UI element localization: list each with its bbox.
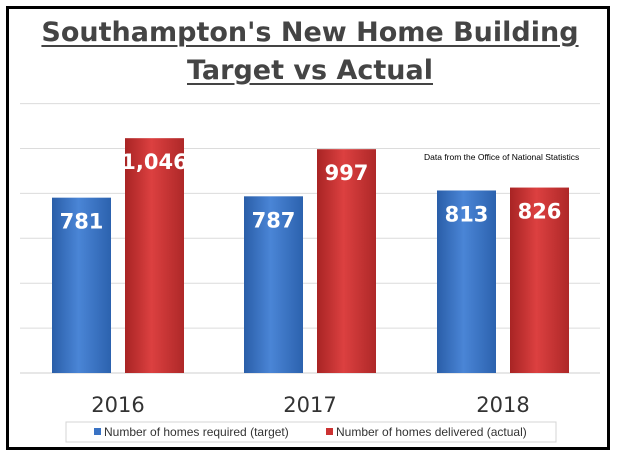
value-label-actual-2018: 826 bbox=[518, 200, 562, 224]
bar-target-2017 bbox=[244, 196, 303, 373]
gridlines bbox=[20, 103, 600, 374]
chart-title: Southampton's New Home Building Target v… bbox=[0, 14, 620, 90]
chart-title-line-2: Target vs Actual bbox=[187, 55, 433, 86]
value-label-target-2018: 813 bbox=[445, 202, 489, 226]
bar-actual-2016 bbox=[125, 138, 184, 373]
legend-box bbox=[65, 421, 557, 443]
x-tick-2018: 2018 bbox=[476, 393, 529, 417]
data-labels: 781 1,046 787 997 813 826 bbox=[60, 150, 562, 233]
x-tick-2017: 2017 bbox=[283, 393, 336, 417]
bar-actual-2018 bbox=[510, 187, 569, 373]
value-label-target-2016: 781 bbox=[60, 210, 104, 234]
legend-label-actual: Number of homes delivered (actual) bbox=[336, 425, 527, 439]
value-label-target-2017: 787 bbox=[252, 208, 296, 232]
legend-label-target: Number of homes required (target) bbox=[104, 425, 289, 439]
source-annotation: Data from the Office of National Statist… bbox=[424, 152, 579, 162]
x-tick-2016: 2016 bbox=[91, 393, 144, 417]
value-label-actual-2017: 997 bbox=[325, 161, 369, 185]
x-axis-ticks: 2016 2017 2018 bbox=[91, 393, 529, 417]
legend-swatch-target bbox=[94, 428, 101, 435]
legend-swatch-actual bbox=[326, 428, 333, 435]
chart-title-line-1: Southampton's New Home Building bbox=[41, 17, 579, 48]
bar-actual-2017 bbox=[317, 149, 376, 373]
bar-target-2016 bbox=[52, 197, 111, 373]
bars bbox=[52, 138, 569, 373]
legend: Number of homes required (target) Number… bbox=[65, 421, 557, 443]
value-label-actual-2016: 1,046 bbox=[121, 150, 187, 174]
bar-target-2018 bbox=[437, 190, 496, 373]
